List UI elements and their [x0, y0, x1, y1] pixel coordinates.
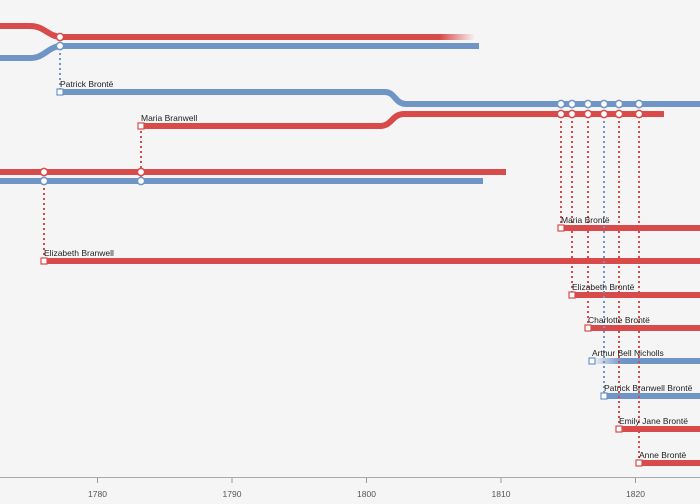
- person-branwell[interactable]: Patrick Branwell Brontë: [600, 383, 693, 400]
- person-name-label: Arthur Bell Nicholls: [592, 348, 664, 358]
- dot-maria-charlotte: [583, 109, 593, 119]
- dot-patrick-charlotte: [583, 99, 593, 109]
- father-line-top: [0, 43, 479, 61]
- mother-line-top-fade: [440, 34, 475, 40]
- dot-branwell-mother-2: [136, 167, 146, 177]
- person-name-label: Charlotte Brontë: [588, 315, 650, 325]
- birth-marker: [56, 88, 64, 96]
- birth-marker: [600, 392, 608, 400]
- birth-marker: [584, 324, 592, 332]
- person-elizabeth-branwell[interactable]: Elizabeth Branwell: [40, 248, 114, 265]
- dot-patrick-elizabeth-bronte: [567, 99, 577, 109]
- person-name-label: Emily Jane Brontë: [619, 416, 688, 426]
- person-name-label: Anne Brontë: [639, 450, 687, 460]
- person-arthur[interactable]: Arthur Bell Nicholls: [588, 348, 664, 365]
- person-name-label: Elizabeth Branwell: [44, 248, 114, 258]
- axis-tick-label: 1820: [626, 489, 645, 499]
- dot-branwell-father-1: [39, 176, 49, 186]
- arthur-line-fade: [592, 358, 622, 364]
- maria-branwell-line: [141, 111, 664, 129]
- person-elizabeth-bronte[interactable]: Elizabeth Brontë: [568, 282, 635, 299]
- relationship-dots: [39, 32, 644, 186]
- person-charlotte[interactable]: Charlotte Brontë: [584, 315, 650, 332]
- birth-marker: [557, 224, 565, 232]
- dot-maria-anne: [634, 109, 644, 119]
- dot-branwell-father-2: [136, 176, 146, 186]
- person-anne[interactable]: Anne Brontë: [635, 450, 687, 467]
- parent-child-links: [43, 48, 640, 460]
- axis-tick-label: 1800: [357, 489, 376, 499]
- person-name-label: Patrick Branwell Brontë: [604, 383, 693, 393]
- axis-tick-label: 1780: [88, 489, 107, 499]
- dot-top-father: [55, 41, 65, 51]
- birth-marker: [568, 291, 576, 299]
- birth-marker: [137, 122, 145, 130]
- dot-maria-branwell: [599, 109, 609, 119]
- person-name-label: Maria Branwell: [141, 113, 197, 123]
- person-maria-branwell[interactable]: Maria Branwell: [137, 113, 197, 130]
- time-axis: 1780 1790 1800 1810 1820: [0, 477, 700, 499]
- person-name-label: Maria Brontë: [561, 215, 610, 225]
- dot-patrick-emily: [614, 99, 624, 109]
- birth-marker: [635, 459, 643, 467]
- person-emily[interactable]: Emily Jane Brontë: [615, 416, 688, 433]
- person-name-label: Elizabeth Brontë: [572, 282, 635, 292]
- dot-top-mother: [55, 32, 65, 42]
- dot-maria-elizabeth-bronte: [567, 109, 577, 119]
- birth-marker: [40, 257, 48, 265]
- dot-maria-maria-bronte: [556, 109, 566, 119]
- person-patrick[interactable]: Patrick Brontë: [56, 79, 114, 96]
- person-maria-bronte[interactable]: Maria Brontë: [557, 215, 610, 232]
- person-markers: Patrick Brontë Maria Branwell Elizabeth Br…: [40, 79, 693, 467]
- dot-branwell-mother-1: [39, 167, 49, 177]
- dot-patrick-anne: [634, 99, 644, 109]
- birth-marker: [588, 357, 596, 365]
- person-name-label: Patrick Brontë: [60, 79, 114, 89]
- mother-line-top: [0, 23, 440, 40]
- dot-patrick-maria-bronte: [556, 99, 566, 109]
- lineage-lines: [0, 23, 700, 466]
- birth-marker: [615, 425, 623, 433]
- dot-patrick-branwell: [599, 99, 609, 109]
- axis-tick-label: 1810: [492, 489, 511, 499]
- patrick-line: [60, 89, 700, 107]
- axis-tick-label: 1790: [223, 489, 242, 499]
- dot-maria-emily: [614, 109, 624, 119]
